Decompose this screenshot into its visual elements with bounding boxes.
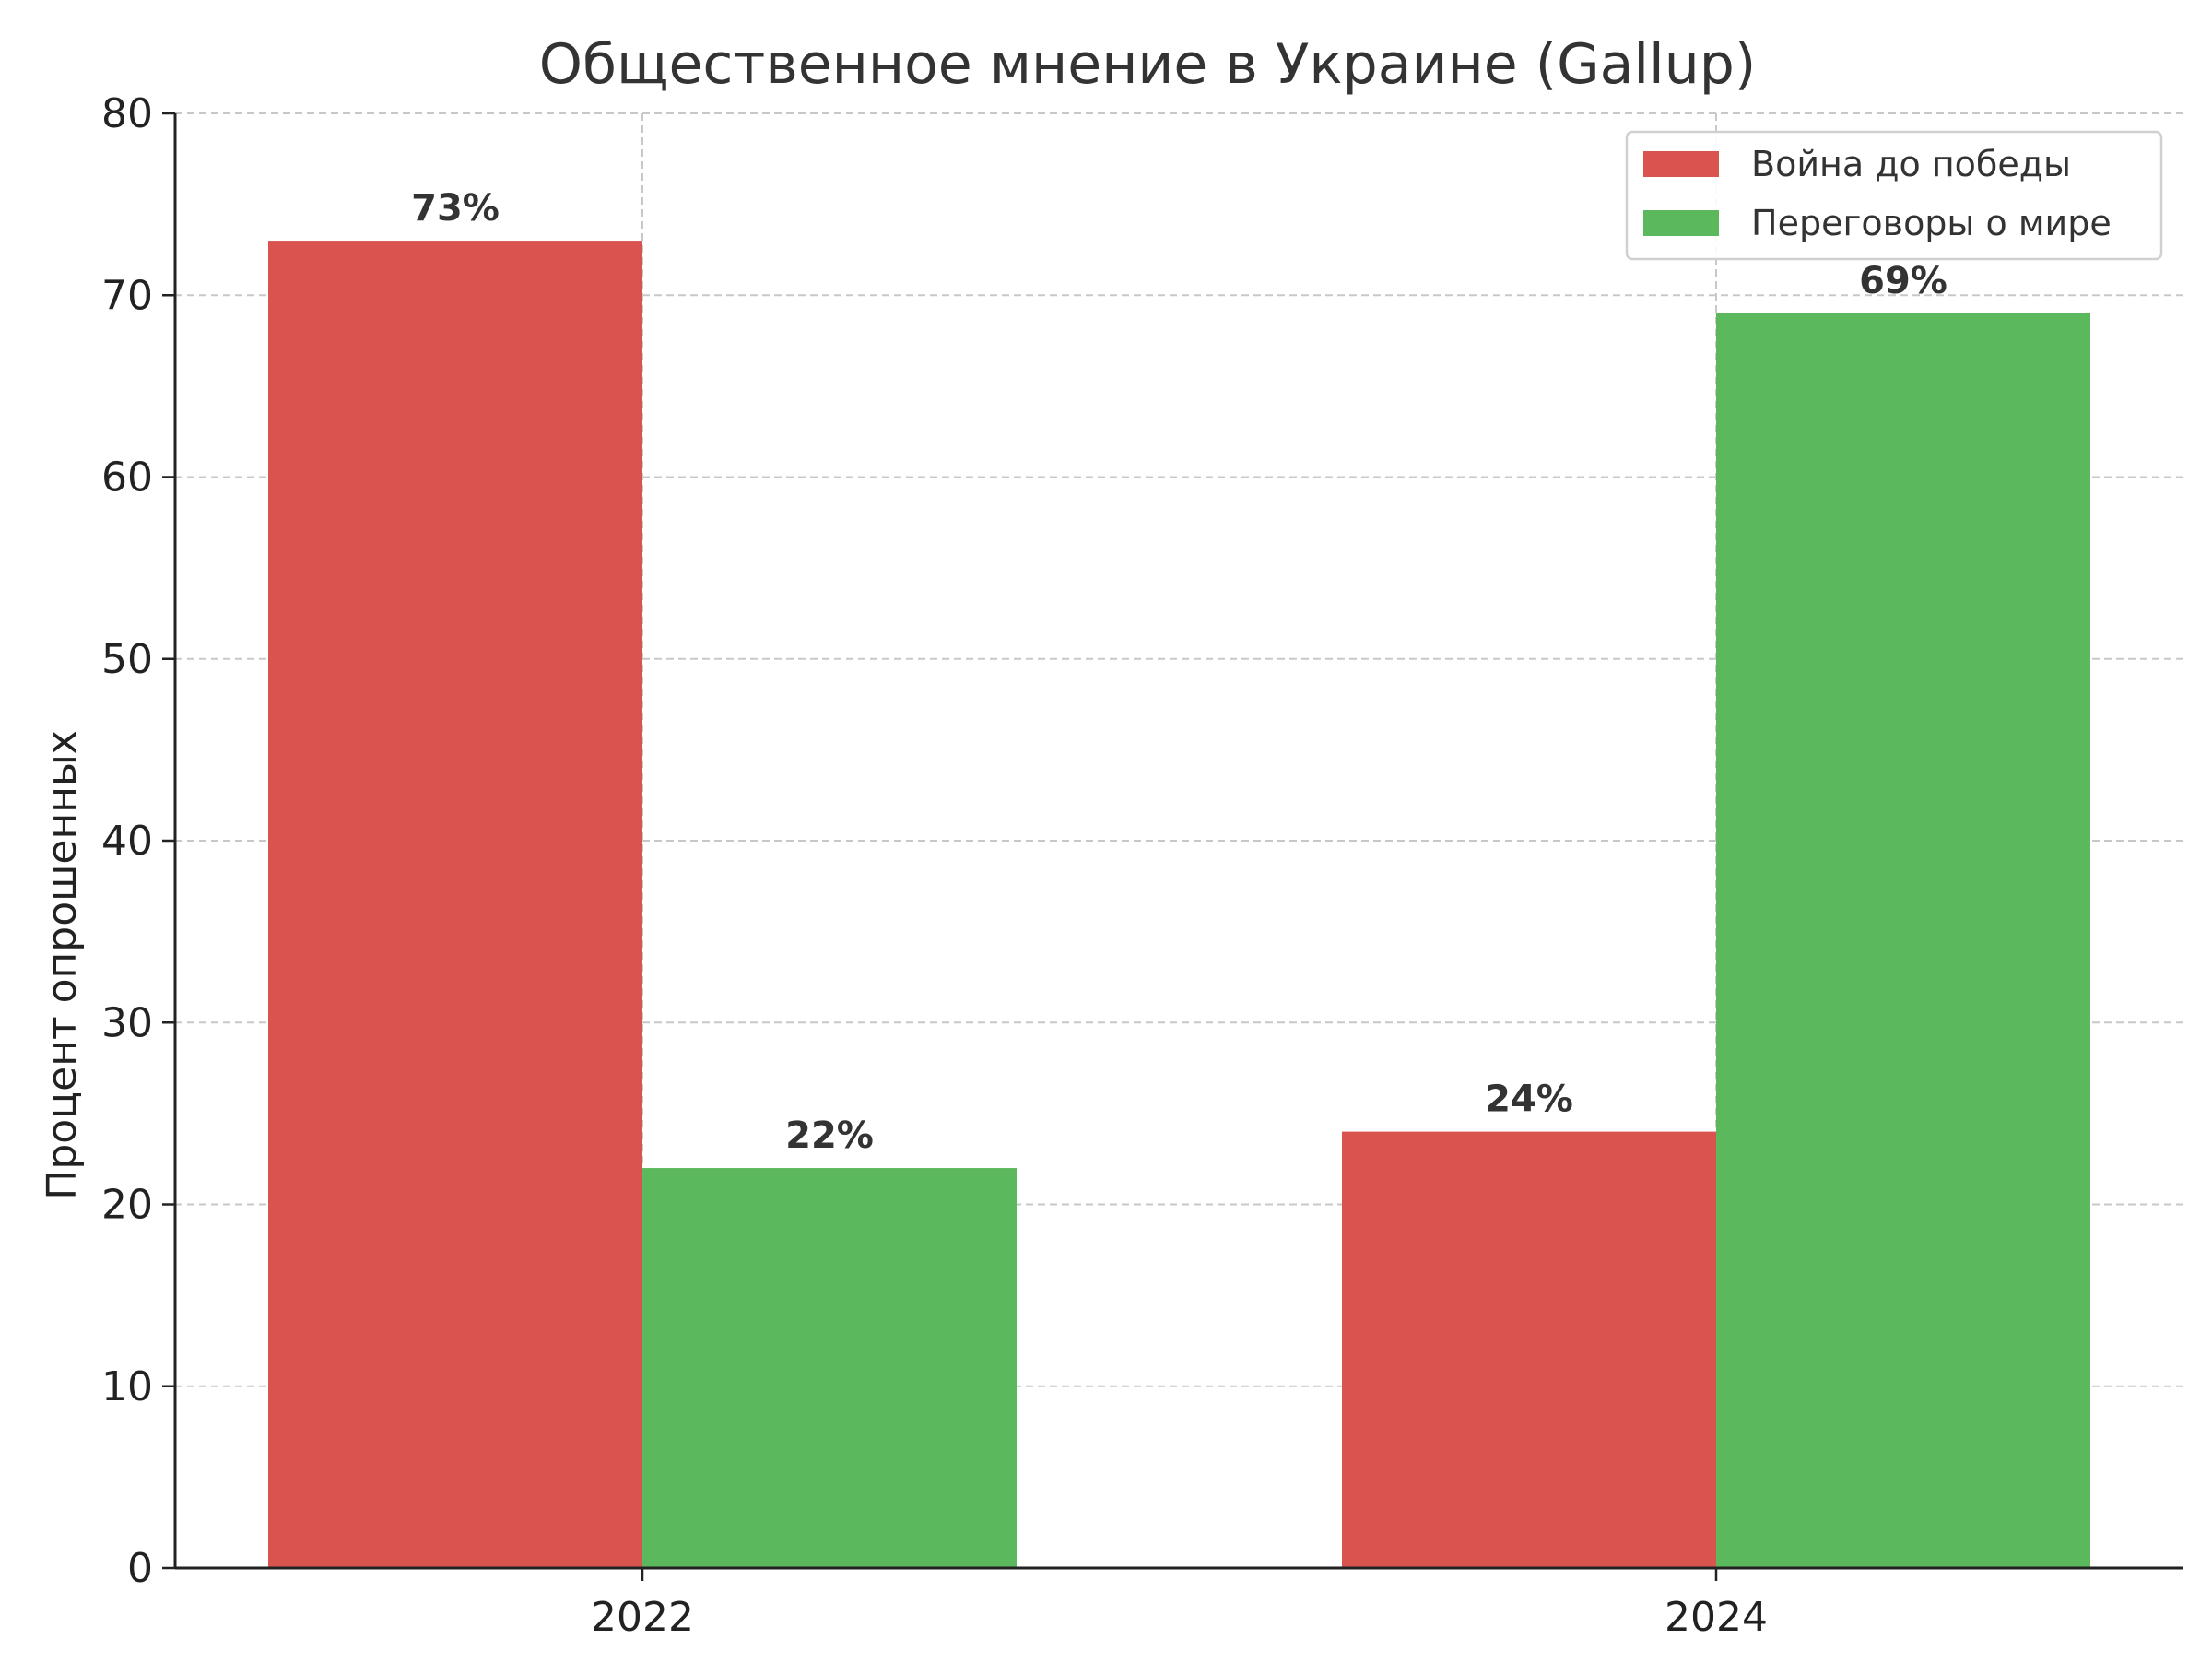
- y-tick-label: 50: [101, 636, 153, 683]
- y-axis-label: Процент опрошенных: [39, 730, 86, 1200]
- y-tick-label: 60: [101, 454, 153, 501]
- y-tick-label: 30: [101, 999, 153, 1046]
- data-labels: 73% 24% 22% 69%: [411, 187, 1947, 1157]
- y-tick-label: 40: [101, 818, 153, 865]
- bars: [268, 241, 2090, 1569]
- x-tick-label: 2024: [1665, 1594, 1768, 1641]
- y-tick-label: 80: [101, 90, 153, 137]
- chart-title: Общественное мнение в Украине (Gallup): [539, 32, 1756, 97]
- y-tick-label: 10: [101, 1363, 153, 1410]
- bar: [1716, 313, 2090, 1569]
- legend-swatch: [1643, 151, 1719, 177]
- y-tick-label: 70: [101, 272, 153, 319]
- bar-value-label: 24%: [1485, 1079, 1573, 1121]
- bar: [642, 1168, 1017, 1568]
- x-tick-label: 2022: [591, 1594, 694, 1641]
- legend-swatch: [1643, 210, 1719, 236]
- bar-value-label: 69%: [1859, 260, 1947, 302]
- axes: 0 10 20 30 40 50 60 70 80 2022 2024: [101, 90, 2183, 1641]
- legend-entry-label: Переговоры о мире: [1751, 203, 2112, 243]
- bar-value-label: 73%: [411, 187, 500, 230]
- bar: [268, 241, 642, 1569]
- bar-value-label: 22%: [785, 1115, 874, 1157]
- legend-entry-label: Война до победы: [1751, 144, 2071, 184]
- bar: [1342, 1131, 1716, 1568]
- y-tick-label: 20: [101, 1182, 153, 1229]
- y-tick-label: 0: [127, 1545, 153, 1592]
- legend: Война до победы Переговоры о мире: [1625, 130, 2163, 261]
- legend-frame: [1625, 130, 2163, 261]
